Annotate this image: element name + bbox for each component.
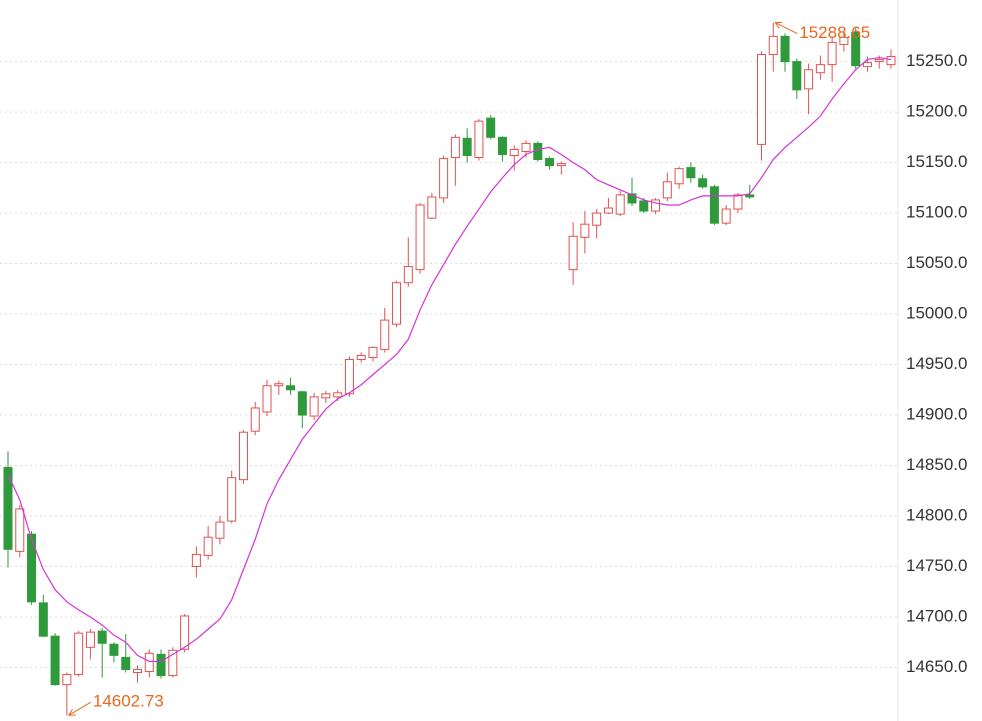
- candle-body: [144, 652, 154, 673]
- candle-body: [321, 393, 331, 399]
- annotation-label: 15288.65: [799, 23, 870, 42]
- candle-body: [521, 142, 531, 152]
- candle-body: [309, 396, 319, 417]
- y-tick-label: 14650.0: [906, 657, 967, 676]
- candle-body: [427, 196, 437, 219]
- candle-body: [804, 69, 814, 90]
- candle-body: [121, 656, 131, 670]
- candle-body: [450, 136, 460, 159]
- candle-body: [639, 200, 649, 212]
- candle-body: [62, 674, 72, 686]
- candle-body: [356, 354, 366, 360]
- y-tick-label: 15000.0: [906, 304, 967, 323]
- y-tick-label: 14900.0: [906, 405, 967, 424]
- candle-body: [238, 431, 248, 481]
- candle-body: [486, 117, 496, 138]
- candle-body: [839, 36, 849, 45]
- y-tick-label: 14800.0: [906, 505, 967, 524]
- candle-body: [497, 136, 507, 155]
- candle-body: [698, 178, 708, 188]
- candle-body: [392, 282, 402, 325]
- candle-body: [203, 536, 213, 556]
- y-tick-label: 15100.0: [906, 203, 967, 222]
- candle-body: [627, 193, 637, 204]
- annotation-arrow: [68, 701, 92, 716]
- candle-body: [709, 186, 719, 224]
- candle-body: [674, 168, 684, 185]
- candle-body: [262, 385, 272, 413]
- candle-body: [874, 59, 884, 63]
- candle-body: [474, 120, 484, 159]
- candle-body: [686, 167, 696, 179]
- candle-body: [297, 391, 307, 416]
- candle-body: [74, 632, 84, 676]
- candle-body: [380, 319, 390, 350]
- candle-body: [662, 181, 672, 199]
- candle-body: [827, 41, 837, 66]
- candle-body: [180, 615, 190, 650]
- candle-body: [344, 358, 354, 395]
- candle-body: [580, 223, 590, 238]
- candle-body: [85, 631, 95, 648]
- candle-body: [815, 64, 825, 74]
- candle-body: [368, 346, 378, 358]
- candle-body: [792, 61, 802, 91]
- candle-body: [780, 35, 790, 63]
- candle-body: [415, 204, 425, 271]
- y-tick-label: 14950.0: [906, 354, 967, 373]
- candle-body: [768, 35, 778, 56]
- candle-body: [403, 266, 413, 284]
- candle-body: [745, 194, 755, 198]
- y-tick-label: 15250.0: [906, 51, 967, 70]
- y-tick-label: 14850.0: [906, 455, 967, 474]
- candle-body: [3, 467, 13, 550]
- candle-body: [545, 158, 555, 167]
- candle-body: [568, 235, 578, 271]
- candle-body: [227, 477, 237, 522]
- candle-body: [592, 212, 602, 226]
- annotation-label: 14602.73: [93, 692, 164, 711]
- y-tick-label: 15150.0: [906, 152, 967, 171]
- candle-body: [756, 54, 766, 145]
- candle-body: [191, 553, 201, 567]
- candle-body: [109, 643, 119, 656]
- candle-body: [38, 602, 48, 637]
- candle-body: [333, 392, 343, 398]
- y-tick-label: 14750.0: [906, 556, 967, 575]
- annotation-arrow: [775, 22, 798, 35]
- candle-body: [27, 533, 37, 603]
- candle-body: [862, 62, 872, 68]
- candle-body: [509, 148, 519, 157]
- candle-body: [274, 383, 284, 387]
- candle-body: [533, 142, 543, 161]
- candle-body: [156, 653, 166, 677]
- candle-body: [886, 56, 896, 66]
- candle-body: [556, 163, 566, 167]
- moving-average: [7, 56, 892, 663]
- candle-body: [97, 630, 107, 644]
- candle-body: [603, 207, 613, 214]
- candle-body: [615, 194, 625, 215]
- candle-body: [851, 31, 861, 67]
- candle-body: [439, 158, 449, 199]
- y-tick-label: 15200.0: [906, 102, 967, 121]
- candle-body: [462, 137, 472, 157]
- y-tick-label: 15050.0: [906, 253, 967, 272]
- candle-body: [15, 508, 25, 552]
- candle-body: [651, 199, 661, 212]
- candle-body: [50, 635, 60, 686]
- candle-body: [133, 669, 143, 674]
- candle-body: [733, 194, 743, 210]
- candle-body: [250, 407, 260, 432]
- candle-body: [215, 521, 225, 539]
- candle-body: [168, 649, 178, 677]
- candle-body: [721, 208, 731, 224]
- candle-body: [286, 385, 296, 391]
- y-tick-label: 14700.0: [906, 606, 967, 625]
- annotation-arrowhead: [67, 708, 76, 716]
- annotation-arrowhead: [774, 21, 783, 29]
